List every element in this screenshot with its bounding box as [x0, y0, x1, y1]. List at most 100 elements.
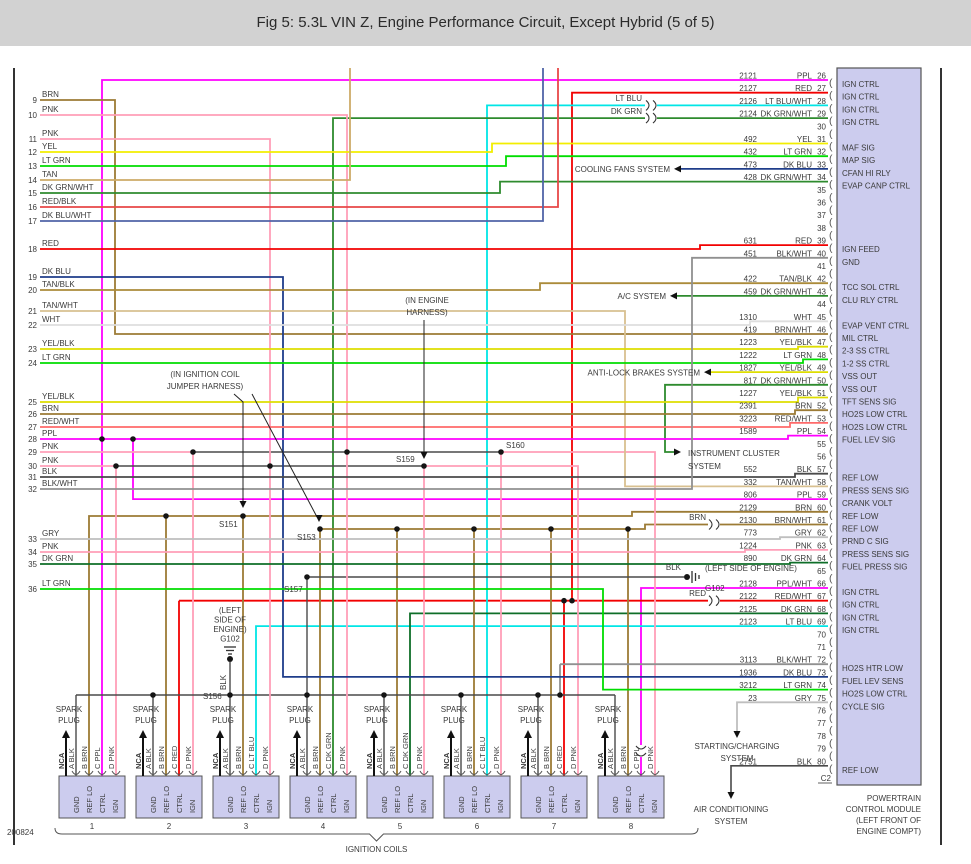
left-pin-number: 33 [28, 535, 37, 544]
coil-box [135, 775, 203, 819]
pcm-pin-signal: IGN FEED [842, 245, 880, 254]
coil-pin-glyph [573, 770, 583, 775]
pin-connector-glyph: ( [829, 572, 833, 584]
coil-terminal-label: IGN [342, 800, 351, 813]
left-pin-number: 23 [28, 345, 37, 354]
pcm-pin-signal: REF LOW [842, 766, 879, 775]
left-pin-number: 18 [28, 245, 37, 254]
pcm-pin-circuit: 419 [744, 326, 758, 335]
net-wire [255, 625, 828, 776]
pcm-caption: POWERTRAIN [867, 794, 921, 803]
pcm-pin-signal: CLU RLY CTRL [842, 296, 899, 305]
left-pin-color: TAN/WHT [42, 301, 78, 310]
pcm-pin-circuit: 773 [744, 529, 758, 538]
left-pin-number: 36 [28, 585, 37, 594]
coil-pin-label: B BRN [234, 746, 243, 769]
pcm-pin-color: BRN/WHT [775, 326, 812, 335]
coil-pin-glyph [225, 770, 235, 775]
junction-dot [381, 692, 387, 698]
left-pin-number: 9 [33, 96, 38, 105]
left-pin-wire [40, 345, 828, 350]
left-pin-number: 31 [28, 473, 37, 482]
pin-connector-glyph: ( [829, 268, 833, 280]
note-label: JUMPER HARNESS) [167, 382, 244, 391]
pcm-pin-circuit: 2127 [739, 84, 757, 93]
pcm-pin-signal: CRANK VOLT [842, 499, 893, 508]
pcm-pin-color: BRN/WHT [775, 516, 812, 525]
pcm-pin-signal: EVAP VENT CTRL [842, 321, 910, 330]
junction-dot [535, 692, 541, 698]
pcm-pin-number: 60 [817, 503, 826, 512]
net-wire [101, 79, 828, 776]
down-arrowhead [315, 515, 323, 522]
pcm-pin-number: 26 [817, 72, 826, 81]
coil-pin-label: D PNK [569, 746, 578, 769]
junction-label: S151 [219, 520, 238, 529]
coil-pin-label: B BRN [542, 746, 551, 769]
left-pin-color: PNK [42, 456, 59, 465]
coil-pin-label: C DK GRN [401, 732, 410, 769]
pin-connector-glyph: ( [829, 318, 833, 330]
wire-break-icon [635, 745, 647, 750]
left-pin-wire [40, 68, 351, 181]
note-label: (IN IGNITION COIL [170, 370, 240, 379]
coil-pin-label: C DK GRN [324, 732, 333, 769]
ignition-coils-brace [54, 827, 699, 842]
pcm-pin-signal: IGN CTRL [842, 118, 880, 127]
coil-pin-label: C LT BLU [247, 737, 256, 769]
pcm-pin-number: 59 [817, 491, 826, 500]
pcm-pin-circuit: 2121 [739, 72, 757, 81]
pin-connector-glyph: ( [829, 293, 833, 305]
coil-number: 5 [398, 822, 403, 831]
pcm-caption: ENGINE COMPT) [857, 827, 922, 836]
coil-pin-glyph [265, 770, 275, 775]
pcm-pin-color: DK GRN/WHT [760, 173, 812, 182]
pcm-pin-number: 33 [817, 160, 826, 169]
pcm-pin-color: BLK [797, 757, 813, 766]
pcm-pin-signal: FUEL LEV SIG [842, 436, 896, 445]
coil-terminal-label: IGN [650, 800, 659, 813]
pcm-pin-number: 31 [817, 135, 826, 144]
left-pin-number: 27 [28, 423, 37, 432]
pcm-pin-signal: HO2S HTR LOW [842, 664, 903, 673]
pin-connector-glyph: ( [829, 344, 833, 356]
pcm-pin-circuit: 631 [744, 237, 758, 246]
pin-connector-glyph: ( [829, 560, 833, 572]
left-pin-wire [40, 536, 828, 540]
coil-pin-glyph [546, 770, 556, 775]
net-wire [486, 104, 828, 776]
coil-box [289, 775, 357, 819]
down-arrowhead [239, 501, 247, 508]
left-pin-number: 34 [28, 548, 37, 557]
coil-pin-glyph [533, 770, 543, 775]
pcm-pin-color: RED/WHT [775, 414, 812, 423]
left-pin-number: 29 [28, 448, 37, 457]
left-arrowhead [674, 165, 681, 173]
wire-break-icon [708, 595, 713, 607]
pcm-pin-signal: FUEL PRESS SIG [842, 563, 908, 572]
coil-pin-label: D PNK [646, 746, 655, 769]
pin-connector-glyph: ( [829, 369, 833, 381]
pin-connector-glyph: ( [829, 77, 833, 89]
pcm-pin-signal: MAP SIG [842, 156, 875, 165]
pcm-pin-number: 45 [817, 313, 826, 322]
coil-terminal-label: CTRL [175, 793, 184, 813]
pcm-pin-number: 68 [817, 605, 826, 614]
pin-connector-glyph: ( [829, 356, 833, 368]
pcm-pin-circuit: 2128 [739, 580, 757, 589]
pcm-pin-number: 74 [817, 681, 826, 690]
system-label: SYSTEM [721, 754, 754, 763]
pcm-pin-number: 28 [817, 97, 826, 106]
system-label: AIR CONDITIONING [694, 805, 769, 814]
pcm-pin-circuit: 1936 [739, 668, 757, 677]
wire-inline-label: RED [689, 589, 706, 598]
pcm-pin-number: 58 [817, 478, 826, 487]
note-pointer [233, 393, 244, 504]
coil-number: 1 [90, 822, 95, 831]
coil-pin-glyph [97, 770, 107, 775]
up-arrowhead [293, 730, 301, 738]
pin-connector-glyph: ( [829, 509, 833, 521]
pcm-pin-number: 32 [817, 148, 826, 157]
pcm-pin-signal: FUEL LEV SENS [842, 677, 904, 686]
up-arrowhead [62, 730, 70, 738]
